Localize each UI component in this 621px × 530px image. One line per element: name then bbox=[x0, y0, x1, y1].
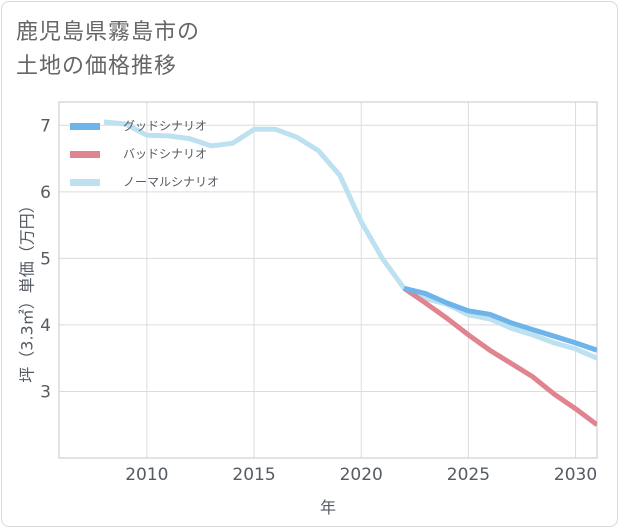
axis-ticks: 2010 2015 2020 2025 2030 3 4 5 6 7 bbox=[40, 116, 597, 485]
series-line-0 bbox=[403, 285, 597, 353]
y-tick-label: 7 bbox=[40, 116, 51, 136]
x-axis-title: 年 bbox=[320, 498, 336, 517]
legend-swatch bbox=[70, 123, 100, 130]
y-tick-label: 4 bbox=[40, 316, 51, 336]
legend-label: グッドシナリオ bbox=[123, 119, 207, 133]
chart-title: 鹿児島県霧島市の 土地の価格推移 bbox=[16, 16, 200, 84]
series-line-2 bbox=[103, 119, 597, 361]
x-tick-label: 2010 bbox=[125, 465, 168, 485]
legend-label: バッドシナリオ bbox=[123, 147, 207, 161]
legend-label: ノーマルシナリオ bbox=[123, 175, 219, 189]
x-tick-label: 2020 bbox=[340, 465, 383, 485]
chart-title-line-1: 鹿児島県霧島市の bbox=[16, 20, 201, 45]
y-axis-title: 坪（3.3㎡）単価（万円） bbox=[18, 197, 37, 382]
series-lines bbox=[103, 119, 597, 427]
x-tick-label: 2025 bbox=[447, 465, 490, 485]
legend-swatch bbox=[70, 151, 100, 158]
y-tick-label: 5 bbox=[40, 249, 51, 269]
y-tick-label: 6 bbox=[40, 183, 51, 203]
x-tick-label: 2030 bbox=[554, 465, 597, 485]
series-line-1 bbox=[402, 286, 597, 427]
x-tick-label: 2015 bbox=[232, 465, 275, 485]
grid-lines bbox=[59, 102, 597, 458]
legend-swatch bbox=[70, 179, 100, 186]
chart-title-line-2: 土地の価格推移 bbox=[16, 54, 178, 79]
plot-area bbox=[58, 101, 598, 459]
y-tick-label: 3 bbox=[40, 382, 51, 402]
